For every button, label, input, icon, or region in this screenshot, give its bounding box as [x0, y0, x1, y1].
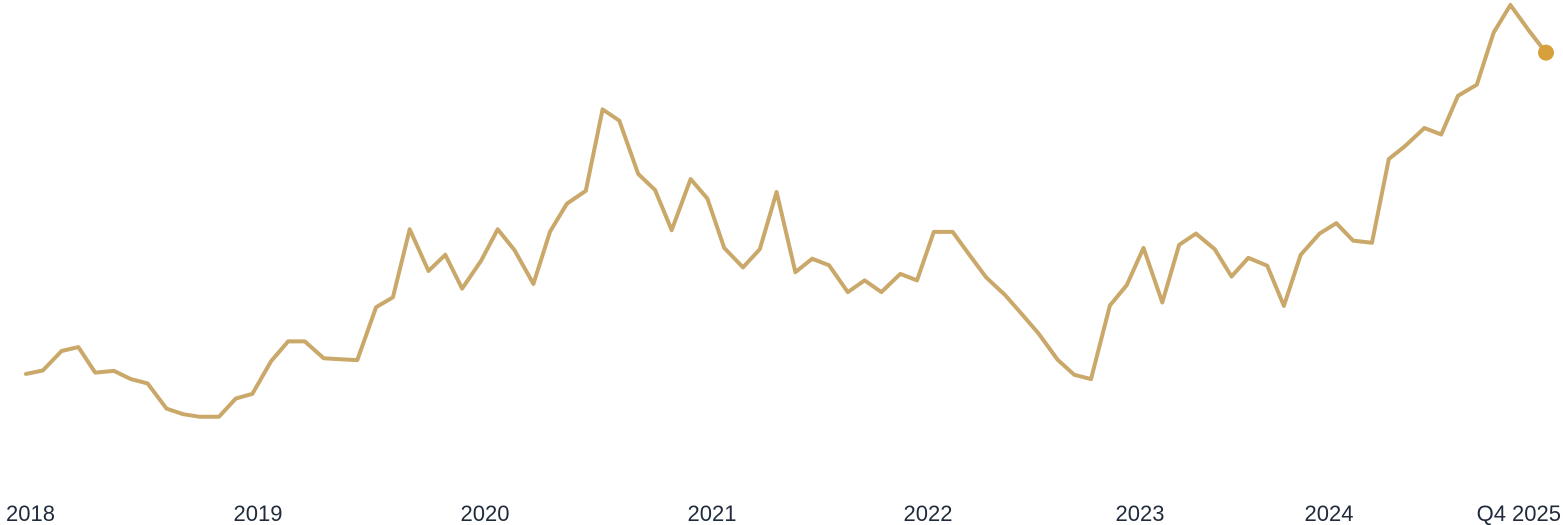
x-tick-label: 2024: [1305, 501, 1354, 525]
x-axis: 2018 2019 2020 2021 2022 2023 2024 Q4 20…: [6, 501, 1561, 525]
series-line: [24, 3, 1548, 419]
x-tick-label: 2022: [904, 501, 953, 525]
x-tick-label: Q4 2025: [1477, 501, 1561, 525]
x-tick-label: 2023: [1116, 501, 1165, 525]
x-tick-label: 2019: [234, 501, 283, 525]
x-tick-label: 2020: [461, 501, 510, 525]
x-tick-label: 2018: [6, 501, 55, 525]
x-tick-label: 2021: [688, 501, 737, 525]
endpoint-marker: [1538, 44, 1554, 61]
series-line-group: [24, 3, 1554, 419]
